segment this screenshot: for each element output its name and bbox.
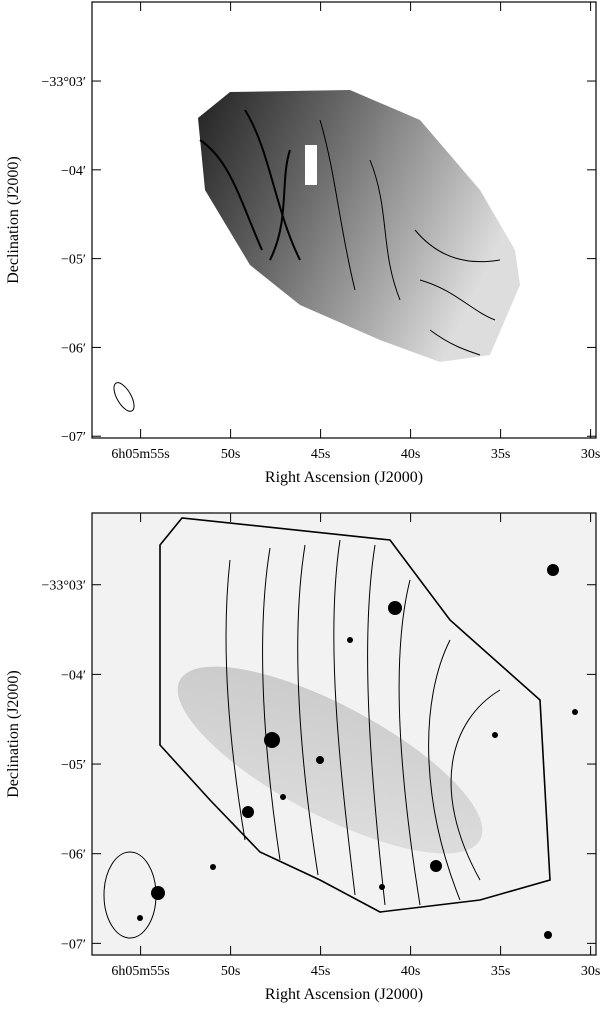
- y-tick-label: −07′: [61, 937, 86, 952]
- x-tick-label: 30s: [581, 964, 600, 979]
- y-axis-label: Declination (J2000): [5, 156, 22, 284]
- x-tick-label: 40s: [401, 447, 420, 462]
- x-tick-label: 50s: [221, 964, 240, 979]
- y-tick-label: −06′: [61, 341, 86, 356]
- frame: [91, 1, 597, 439]
- optical-image: [92, 513, 596, 955]
- y-axis-label: Declination (J2000): [5, 670, 22, 798]
- frame: [91, 512, 597, 956]
- x-tick-label: 50s: [221, 447, 240, 462]
- x-tick-label: 40s: [401, 964, 420, 979]
- y-tick-label: −05′: [61, 758, 86, 773]
- x-tick-label: 30s: [581, 447, 600, 462]
- velocity-map: [113, 90, 520, 412]
- y-tick-label: −04′: [61, 668, 86, 683]
- x-tick-label: 45s: [311, 447, 330, 462]
- y-tick-label: −06′: [61, 848, 86, 863]
- x-tick-label: 6h05m55s: [111, 964, 169, 979]
- x-tick-label: 35s: [491, 964, 510, 979]
- x-axis-label: Right Ascension (J2000): [265, 469, 423, 486]
- x-tick-label: 6h05m55s: [111, 447, 169, 462]
- x-tick-label: 35s: [491, 447, 510, 462]
- y-tick-label: −05′: [61, 253, 86, 268]
- y-tick-label: −07′: [61, 430, 86, 445]
- x-tick-label: 45s: [311, 964, 330, 979]
- y-tick-label: −04′: [61, 164, 86, 179]
- y-tick-label: −33°03′: [41, 579, 86, 594]
- x-axis-label: Right Ascension (J2000): [265, 986, 423, 1003]
- y-tick-label: −33°03′: [41, 75, 86, 90]
